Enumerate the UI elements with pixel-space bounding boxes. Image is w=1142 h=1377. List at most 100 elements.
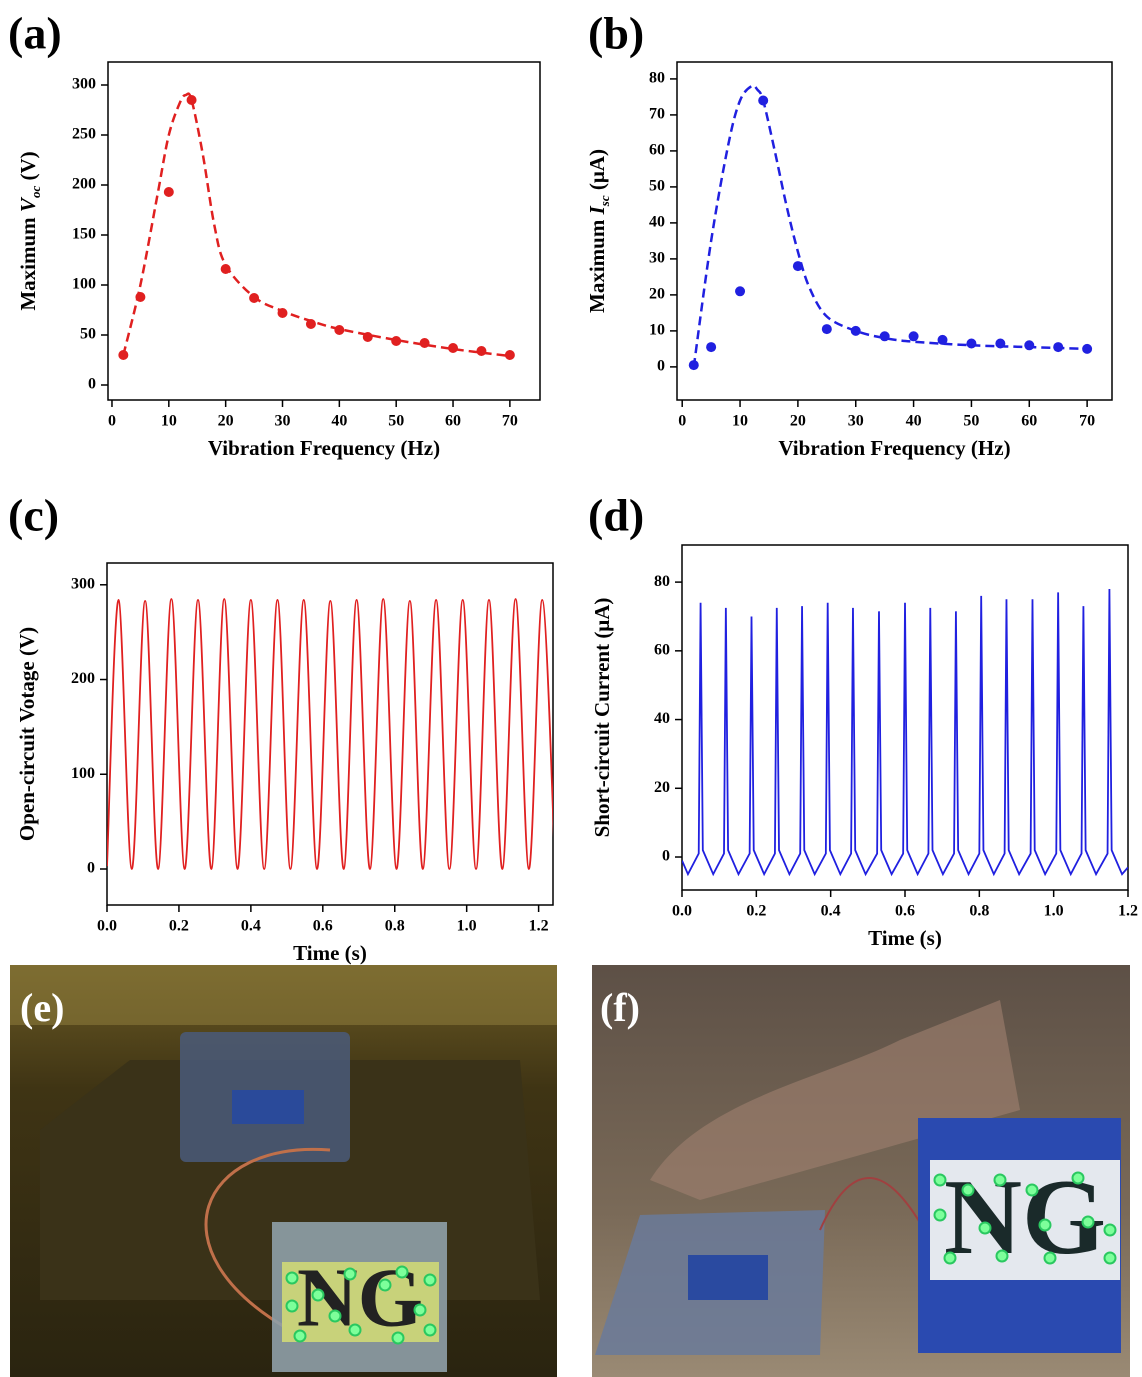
y-tick-label: 200 (71, 670, 95, 687)
y-tick-label: 20 (649, 286, 665, 303)
data-point (1024, 340, 1035, 351)
y-axis-title: Maximum Isc (μA) (585, 149, 613, 313)
photo-f: NG (f) (592, 965, 1130, 1377)
y-tick-label: 50 (80, 326, 96, 343)
data-point (821, 324, 832, 335)
data-point (966, 338, 977, 349)
photo-e: NG (e) (10, 965, 557, 1377)
wire (204, 1147, 331, 1332)
led (423, 1323, 437, 1337)
plot-frame (106, 562, 554, 906)
led (285, 1271, 299, 1285)
y-tick-label: 40 (654, 710, 670, 727)
y-axis-title: Maximum Voc (V) (16, 151, 44, 310)
y-tick-label: 10 (649, 322, 665, 339)
led (993, 1173, 1007, 1187)
x-tick-label: 50 (388, 413, 404, 430)
x-axis-title: Time (s) (293, 941, 367, 965)
x-tick-label: 20 (790, 413, 806, 430)
data-point (186, 95, 197, 105)
x-tick-label: 70 (1079, 413, 1095, 430)
led (1103, 1223, 1117, 1237)
led (1025, 1183, 1039, 1197)
data-point (937, 334, 948, 345)
led (1071, 1171, 1085, 1185)
y-tick-label: 0 (662, 848, 670, 865)
y-tick-label: 60 (649, 142, 665, 159)
led (423, 1273, 437, 1287)
x-tick-label: 0 (108, 413, 116, 430)
led (933, 1173, 947, 1187)
led (395, 1265, 409, 1279)
led (961, 1183, 975, 1197)
led (348, 1323, 362, 1337)
y-tick-label: 100 (71, 765, 95, 782)
y-axis-title-part: Maximum (585, 214, 609, 313)
x-tick-label: 0.0 (97, 918, 117, 935)
x-tick-label: 10 (732, 413, 748, 430)
x-axis-title: Vibration Frequency (Hz) (208, 436, 440, 460)
panel-label: (b) (588, 8, 644, 59)
x-tick-label: 10 (161, 413, 177, 430)
led (1043, 1251, 1057, 1265)
data-point (706, 342, 717, 353)
hand (650, 1000, 1020, 1200)
x-tick-label: 1.2 (1118, 903, 1138, 920)
x-tick-label: 50 (963, 413, 979, 430)
y-axis-title-part: Open-circuit Votage (V) (15, 627, 39, 841)
y-tick-label: 0 (88, 376, 96, 393)
data-line (107, 598, 553, 870)
led (413, 1303, 427, 1317)
y-axis-title: Open-circuit Votage (V) (15, 627, 39, 841)
y-axis-title-part: (μA) (585, 149, 609, 195)
x-tick-label: 0.0 (672, 903, 692, 920)
panel-label: (e) (20, 985, 64, 1030)
x-tick-label: 60 (1021, 413, 1037, 430)
led (343, 1267, 357, 1281)
x-tick-label: 30 (848, 413, 864, 430)
x-tick-label: 0.4 (821, 903, 841, 920)
data-line (682, 588, 1128, 877)
x-tick-label: 0.6 (313, 918, 333, 935)
led (285, 1299, 299, 1313)
y-tick-label: 200 (72, 176, 96, 193)
y-axis-title: Short-circuit Current (μA) (590, 598, 614, 838)
x-tick-label: 0 (678, 413, 686, 430)
data-point (908, 331, 919, 342)
led (391, 1331, 405, 1345)
plot-frame (107, 61, 541, 401)
data-point (220, 264, 231, 274)
led (328, 1309, 342, 1323)
x-axis-title: Time (s) (868, 926, 942, 950)
y-tick-label: 80 (649, 70, 665, 87)
led (378, 1278, 392, 1292)
x-tick-label: 0.8 (969, 903, 989, 920)
led (943, 1251, 957, 1265)
nanogenerator-block (688, 1255, 768, 1300)
x-tick-label: 60 (445, 413, 461, 430)
x-tick-label: 40 (331, 413, 347, 430)
data-point (476, 346, 487, 356)
chart: (a) 0 50 100 150 200 250 300 0 10 20 30 40 50 60 70 Vibr… (8, 8, 541, 460)
y-tick-label: 250 (72, 126, 96, 143)
x-tick-label: 40 (906, 413, 922, 430)
y-tick-label: 300 (71, 575, 95, 592)
y-axis-title-part: oc (28, 186, 43, 199)
y-tick-label: 0 (87, 860, 95, 877)
nanogenerator-block (232, 1090, 304, 1124)
x-tick-label: 0.2 (746, 903, 766, 920)
y-axis-title-part: Maximum (16, 212, 40, 311)
panel-label: (c) (8, 490, 59, 541)
y-tick-label: 80 (654, 573, 670, 590)
photo-highlight (10, 965, 557, 1025)
x-tick-label: 0.8 (385, 918, 405, 935)
y-tick-label: 30 (649, 250, 665, 267)
chart: (d) 0 20 40 60 80 0.0 0.2 0.4 0.6 0.8 1.0 1.2 Time (s… (588, 490, 1138, 950)
chart: (c) 0 100 200 300 0.0 0.2 0.4 0.6 0.8 1.0 1.2 Time (… (8, 490, 554, 965)
y-tick-label: 20 (654, 779, 670, 796)
x-tick-label: 0.2 (169, 918, 189, 935)
data-point (504, 350, 515, 360)
panel-label: (a) (8, 8, 62, 59)
x-tick-label: 20 (218, 413, 234, 430)
